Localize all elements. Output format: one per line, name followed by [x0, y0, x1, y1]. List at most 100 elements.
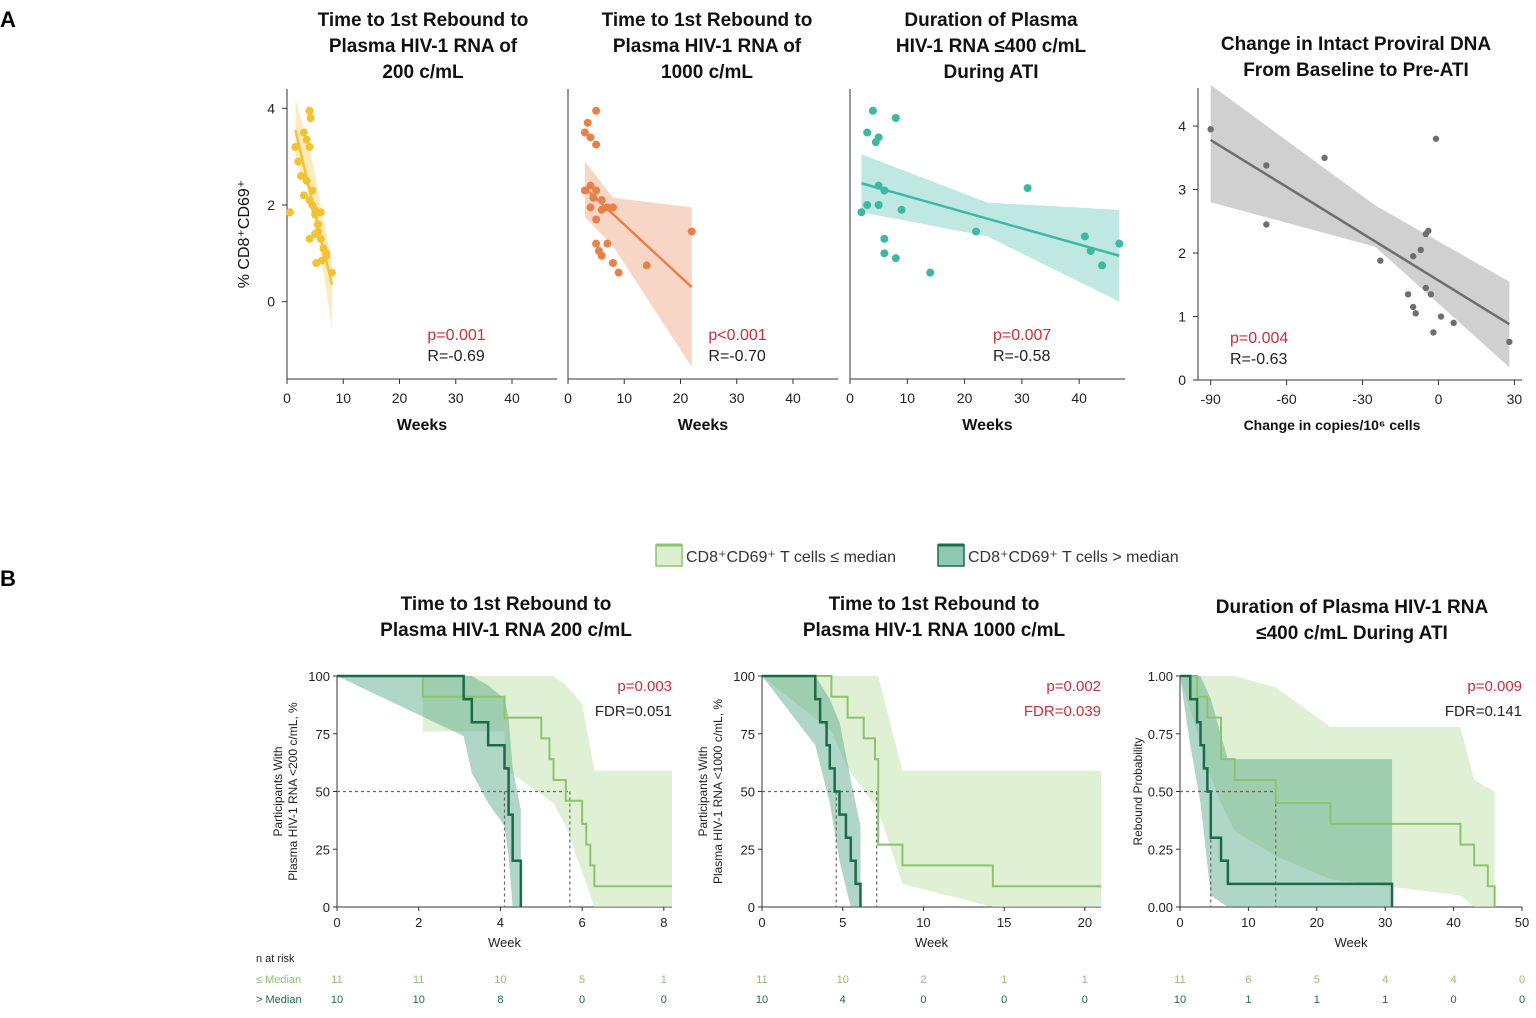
y-tick-label: 0 [323, 900, 330, 915]
data-point [592, 106, 601, 115]
data-point [1450, 319, 1457, 327]
legend-swatch-low [655, 544, 683, 567]
y-tick-label: 1.00 [1148, 669, 1173, 684]
risk-row-label-high: > Median [256, 994, 302, 1006]
risk-count-high: 10 [756, 994, 768, 1006]
low-group-curve [1180, 675, 1496, 907]
fdr-value: FDR=0.039 [1024, 703, 1101, 720]
risk-count-low: 1 [1001, 974, 1007, 986]
data-point [1404, 291, 1412, 298]
data-point [1437, 313, 1445, 320]
high-group-band [337, 676, 521, 907]
data-point [857, 208, 866, 217]
data-point [874, 133, 883, 142]
data-point [863, 201, 872, 209]
panel-label-a: A [0, 7, 16, 32]
y-tick-label: 0 [267, 294, 275, 310]
y-tick-label: 0 [1178, 372, 1186, 388]
p-value: p=0.001 [427, 327, 485, 344]
risk-row-label-low: ≤ Median [256, 974, 301, 986]
risk-count-low: 0 [1519, 974, 1525, 986]
risk-count-low: 1 [661, 974, 667, 986]
data-point [305, 143, 314, 151]
data-point [313, 227, 322, 236]
data-point [1023, 184, 1032, 193]
x-tick-label: 40 [1446, 915, 1460, 930]
risk-count-high: 0 [579, 994, 585, 1006]
risk-count-low: 5 [1314, 974, 1320, 986]
y-axis-label-line: Plasma HIV-1 RNA <1000 c/mL, % [711, 699, 725, 884]
y-tick-label: 50 [741, 785, 755, 800]
x-tick-label: 30 [448, 390, 464, 406]
p-value: p=0.003 [617, 678, 672, 695]
data-point [299, 191, 308, 200]
data-point [880, 186, 889, 195]
x-tick-label: 5 [839, 915, 846, 930]
chart-title-line: Plasma HIV-1 RNA of [329, 36, 518, 57]
chart-title-line: Plasma HIV-1 RNA 1000 c/mL [803, 620, 1066, 641]
risk-count-low: 4 [1382, 974, 1388, 986]
data-point [880, 249, 889, 258]
data-point [583, 118, 592, 127]
low-group-band [762, 676, 1101, 907]
confidence-band [1210, 84, 1510, 368]
x-tick-label: 10 [916, 915, 930, 930]
confidence-band [295, 98, 332, 329]
risk-count-low: 11 [413, 974, 424, 986]
chart-title-line: 200 c/mL [382, 62, 464, 83]
p-value: p<0.001 [708, 327, 766, 344]
risk-count-high: 10 [413, 994, 425, 1006]
data-point [285, 208, 294, 217]
chart-title-line: Change in Intact Proviral DNA [1221, 34, 1492, 55]
x-axis-label: Weeks [397, 417, 448, 434]
data-point [299, 128, 308, 137]
y-tick-label: 1 [1178, 309, 1186, 325]
data-point [589, 193, 598, 202]
data-point [1377, 257, 1384, 264]
x-tick-label: 40 [785, 390, 801, 406]
risk-count-low: 10 [837, 974, 849, 986]
x-tick-label: 0 [1176, 915, 1183, 930]
x-tick-label: 50 [1515, 915, 1529, 930]
data-point [926, 268, 935, 277]
data-point [328, 268, 336, 277]
x-tick-label: 8 [660, 915, 667, 930]
x-tick-label: 40 [504, 390, 520, 406]
r-value: R=-0.58 [993, 348, 1050, 365]
risk-count-high: 0 [920, 994, 926, 1006]
data-point [1417, 246, 1424, 254]
data-point [586, 181, 595, 190]
risk-count-high: 0 [1082, 994, 1088, 1006]
x-axis-label: Week [915, 935, 948, 950]
x-tick-label: 30 [1507, 391, 1523, 407]
chart-title-line: 1000 c/mL [661, 62, 753, 83]
x-tick-label: -90 [1201, 391, 1221, 407]
data-point [580, 186, 589, 195]
risk-count-high: 1 [1382, 994, 1388, 1006]
chart-title-line: During ATI [944, 62, 1039, 83]
x-tick-label: 0 [1435, 391, 1443, 407]
risk-count-high: 0 [661, 994, 667, 1006]
risk-count-low: 11 [331, 974, 342, 986]
risk-count-high: 10 [1174, 994, 1186, 1006]
chart-title-line: Time to 1st Rebound to [318, 10, 529, 31]
high-group-curve [337, 674, 523, 907]
x-tick-label: 10 [335, 390, 351, 406]
r-value: R=-0.69 [427, 348, 484, 365]
x-tick-label: 20 [957, 390, 973, 406]
data-point [597, 251, 606, 260]
data-point [1207, 126, 1214, 133]
chart-a1: Time to 1st Rebound to Plasma HIV-1 RNA o… [236, 10, 557, 434]
data-point [603, 239, 612, 248]
data-point [1321, 154, 1328, 162]
risk-count-low: 6 [1245, 974, 1251, 986]
y-tick-label: 75 [316, 727, 330, 742]
high-group-curve [762, 674, 862, 907]
fdr-value: FDR=0.051 [595, 703, 672, 720]
data-point [863, 128, 872, 137]
data-point [1425, 227, 1432, 235]
chart-a2: Time to 1st Rebound to Plasma HIV-1 RNA o… [564, 10, 838, 434]
data-point [317, 256, 326, 265]
fdr-value: FDR=0.141 [1445, 703, 1522, 720]
data-point [614, 268, 623, 277]
